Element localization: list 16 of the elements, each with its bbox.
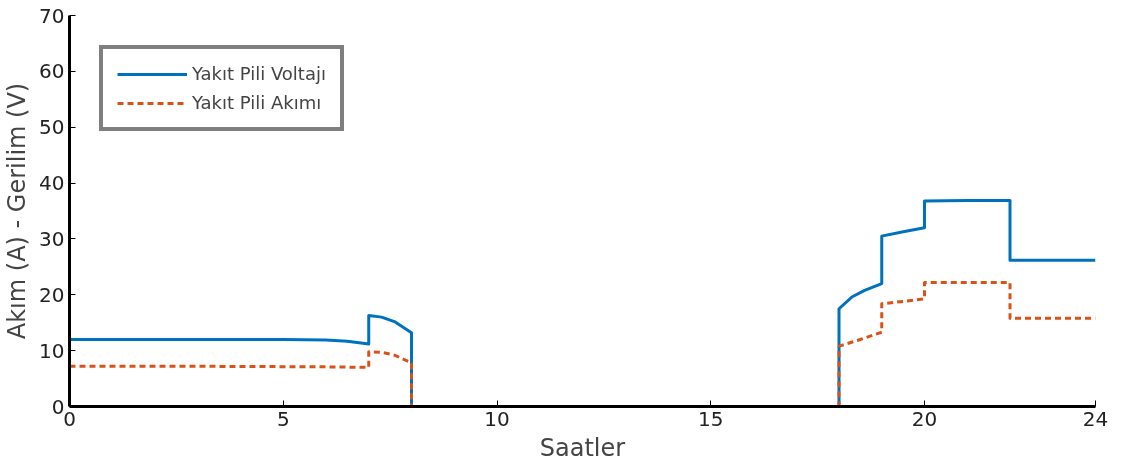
x-axis-title: Saatler	[539, 433, 626, 462]
y-tick-label: 60	[39, 59, 65, 84]
x-tick-label: 5	[276, 406, 290, 431]
x-tick-label: 10	[484, 406, 510, 431]
x-tick-label: 24	[1082, 406, 1109, 431]
y-tick-label: 20	[39, 282, 65, 307]
y-tick-label: 10	[39, 338, 65, 363]
x-tick-label: 15	[698, 406, 724, 431]
y-tick-label: 70	[39, 3, 65, 28]
y-tick-label: 30	[39, 226, 65, 251]
x-tick-label: 20	[911, 406, 938, 431]
y-tick-label: 40	[39, 171, 65, 196]
legend-label: Yakıt Pili Voltajı	[192, 63, 326, 84]
y-axis-title: Akım (A) - Gerilim (V)	[3, 82, 32, 340]
y-tick-label: 50	[39, 115, 65, 140]
legend-label: Yakıt Pili Akımı	[192, 92, 322, 113]
